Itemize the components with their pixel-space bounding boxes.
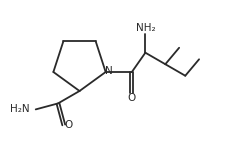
Text: O: O xyxy=(128,93,136,103)
Text: N: N xyxy=(105,66,113,76)
Text: H₂N: H₂N xyxy=(10,104,30,114)
Text: NH₂: NH₂ xyxy=(136,23,155,33)
Text: O: O xyxy=(64,120,73,130)
